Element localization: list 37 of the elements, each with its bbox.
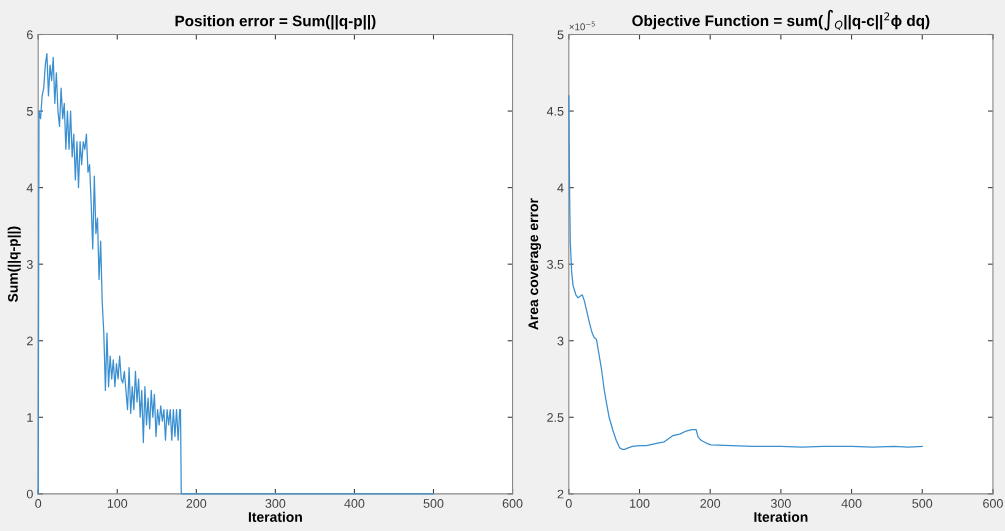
x-tick-label: 200 (700, 499, 721, 508)
text: ×10$^{−5}$ (569, 21, 595, 31)
line-series (568, 95, 923, 451)
y-tick-label: 0 (26, 489, 33, 499)
y-tick-label: 2 (557, 489, 564, 499)
y-tick-label: 3 (557, 336, 564, 346)
chart-title: Objective Function = sum(∫$_{Q}$||q-c||$^{2}$ϕ dq) (632, 9, 930, 31)
y-tick-label: 3 (26, 259, 33, 269)
y-tick-label: 5 (26, 107, 33, 116)
x-axis-title: Iteration (248, 511, 302, 522)
y-tick-label: 2.5 (547, 413, 564, 422)
chart-title: Position error = Sum(||q-p||) (175, 15, 376, 30)
y-tick-label: 2 (27, 336, 33, 346)
x-tick-label: 300 (265, 499, 286, 508)
y-tick-label: 1 (27, 413, 33, 422)
x-tick-label: 600 (983, 499, 1003, 508)
y-tick-label: 4.5 (546, 107, 564, 116)
x-tick-label: 0 (35, 499, 42, 508)
x-tick-label: 600 (502, 499, 523, 508)
x-tick-label: 0 (565, 499, 572, 508)
line-series (37, 53, 435, 495)
x-tick-label: 100 (630, 499, 650, 508)
x-tick-label: 400 (841, 499, 862, 508)
x-tick-label: 400 (344, 499, 365, 508)
y-tick-label: 3.5 (547, 259, 564, 269)
x-tick-label: 500 (912, 499, 933, 508)
x-tick-label: 200 (186, 499, 207, 508)
y-tick-label: 6 (27, 30, 33, 40)
x-tick-label: 300 (770, 499, 791, 508)
y-tick-label: 4 (26, 183, 33, 193)
y-tick-label: 5 (557, 30, 564, 40)
y-axis-title: Sum(||q-p||) (7, 226, 21, 303)
y-axis-title: Area coverage error (528, 198, 542, 330)
x-tick-label: 500 (423, 499, 444, 508)
y-tick-label: 4 (557, 183, 564, 193)
x-axis-title: Iteration (754, 511, 808, 522)
x-tick-label: 100 (107, 499, 128, 508)
